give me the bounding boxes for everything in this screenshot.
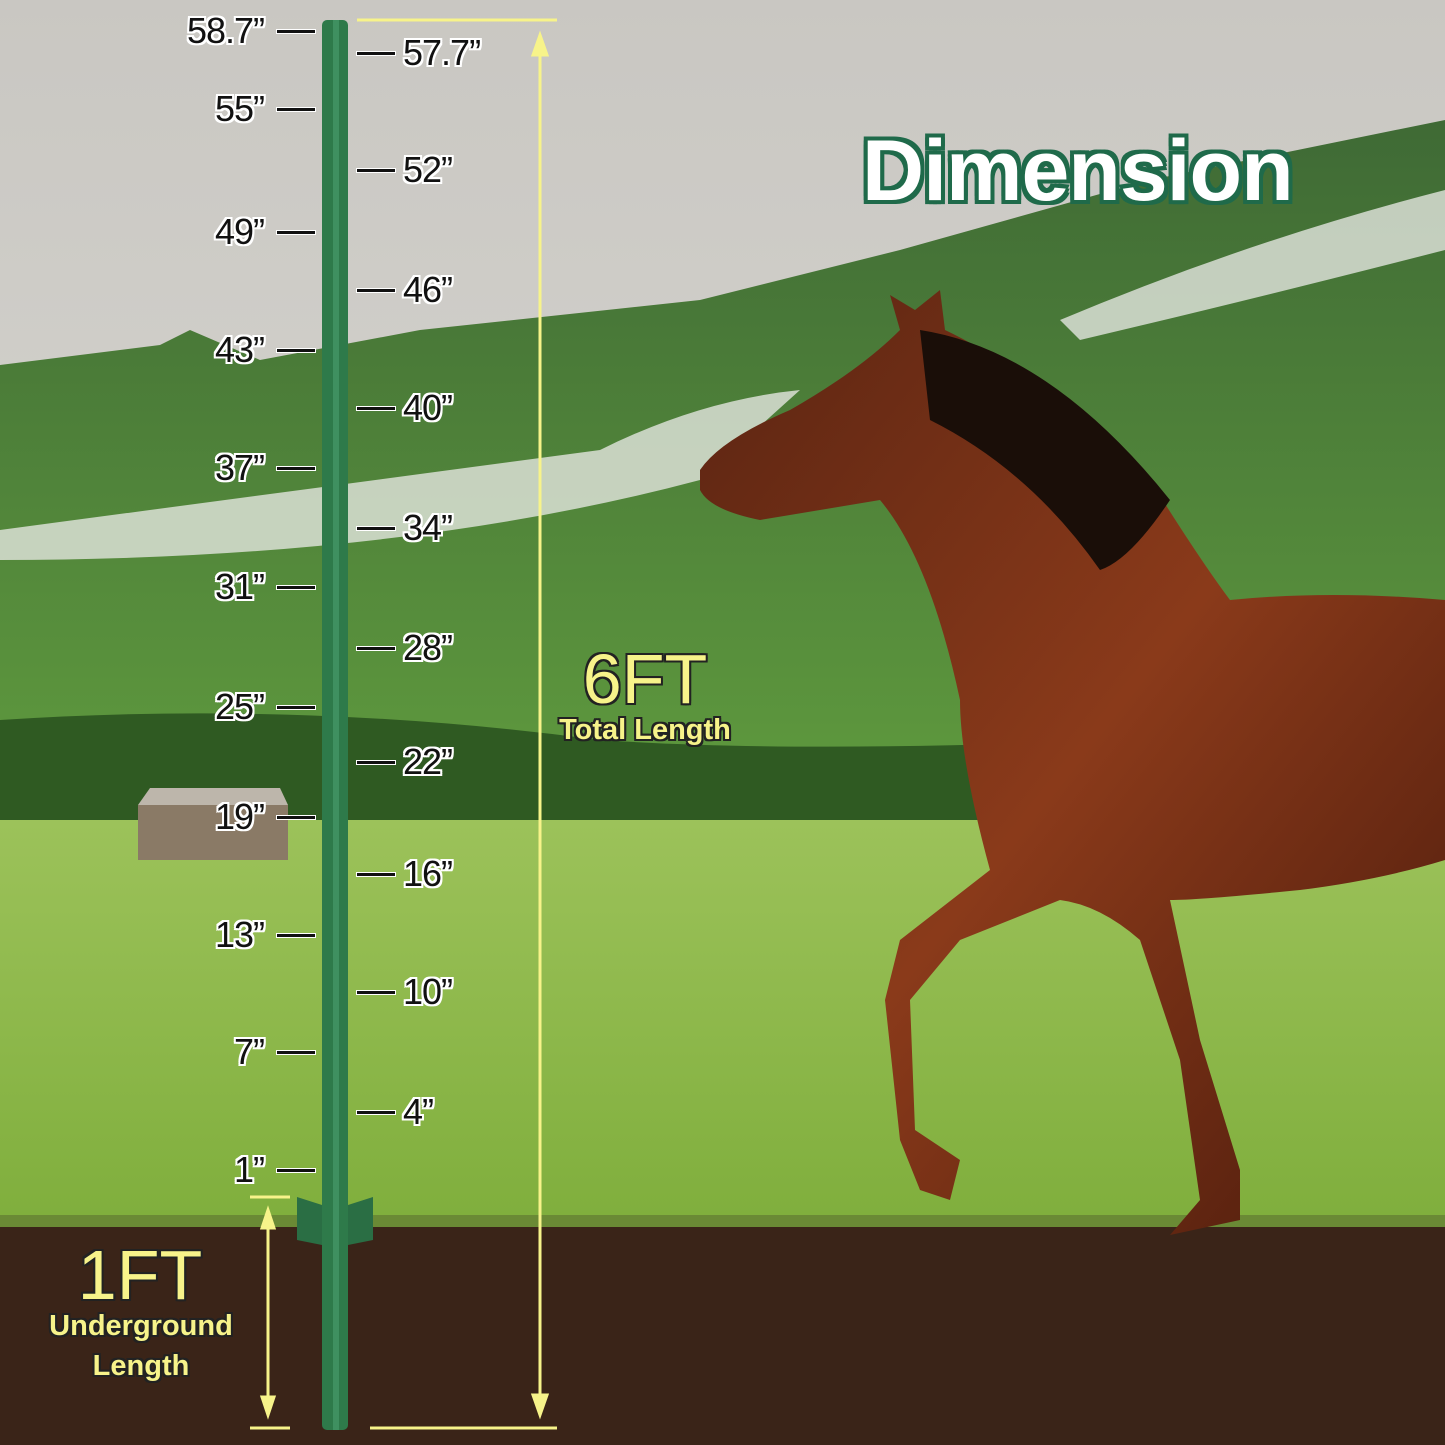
right-height-label: 40” (403, 387, 453, 428)
fence-post (297, 20, 373, 1430)
dimension-lines (250, 18, 557, 1430)
right-tick-mark (357, 169, 395, 172)
right-tick-mark (357, 407, 395, 410)
right-tick-mark (357, 991, 395, 994)
underground-caption-line2: Length (92, 1350, 190, 1382)
left-tick-mark (277, 816, 315, 819)
right-height-label: 16” (403, 853, 453, 894)
right-height-label: 4” (403, 1091, 434, 1132)
total-length-value: 6FT (582, 640, 708, 718)
right-tick-mark (357, 527, 395, 530)
right-tick-mark (357, 52, 395, 55)
right-tick-mark (357, 761, 395, 764)
left-tick-mark (277, 467, 315, 470)
left-tick-mark (277, 231, 315, 234)
left-tick-mark (277, 108, 315, 111)
left-tick-mark (277, 349, 315, 352)
right-tick-mark (357, 873, 395, 876)
underground-length-value: 1FT (77, 1236, 203, 1314)
underground-caption-line1: Underground (49, 1310, 233, 1342)
left-tick-mark (277, 30, 315, 33)
right-height-label: 34” (403, 507, 453, 548)
left-height-label: 31” (214, 566, 265, 607)
left-height-label: 49” (214, 211, 265, 252)
left-height-label: 43” (214, 329, 265, 370)
right-height-label: 46” (403, 269, 453, 310)
right-height-label: 52” (403, 149, 453, 190)
left-height-label: 19” (214, 796, 265, 837)
left-tick-mark (277, 934, 315, 937)
right-height-label: 22” (403, 741, 453, 782)
page-title: Dimension (862, 123, 1294, 219)
right-height-label: 10” (403, 971, 453, 1012)
left-tick-mark (277, 1051, 315, 1054)
left-height-label: 7” (233, 1031, 265, 1072)
left-tick-mark (277, 1169, 315, 1172)
left-height-label: 58.7” (186, 10, 265, 51)
left-height-label: 25” (214, 686, 265, 727)
left-height-label: 37” (214, 447, 265, 488)
horse-illustration (700, 290, 1445, 1235)
right-tick-mark (357, 647, 395, 650)
left-height-label: 13” (214, 914, 265, 955)
left-tick-mark (277, 706, 315, 709)
total-length-caption: Total Length (559, 714, 731, 746)
right-height-label: 28” (403, 627, 453, 668)
right-tick-mark (357, 289, 395, 292)
right-height-label: 57.7” (403, 32, 481, 73)
left-tick-mark (277, 586, 315, 589)
left-height-label: 55” (214, 88, 265, 129)
left-height-label: 1” (233, 1149, 265, 1190)
right-tick-mark (357, 1111, 395, 1114)
